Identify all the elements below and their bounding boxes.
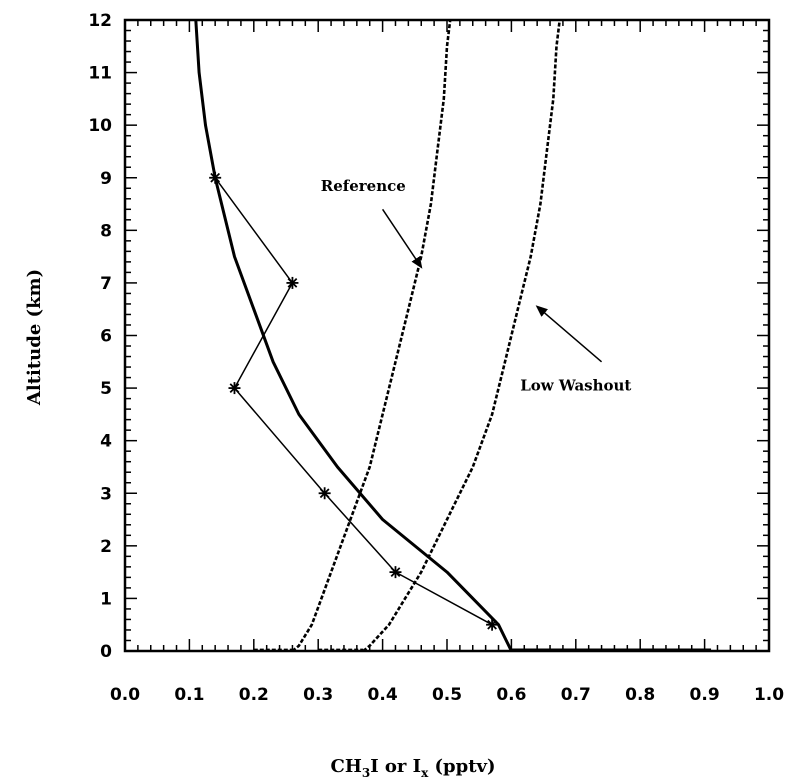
x-tick-label: 0.3 xyxy=(303,685,333,705)
annotation-arrow xyxy=(381,208,423,269)
asterisk-stroke xyxy=(287,278,298,288)
y-tick-label: 8 xyxy=(100,221,112,241)
y-tick-label: 9 xyxy=(100,169,112,189)
plot-frame xyxy=(123,18,771,653)
x-tick-label: 0.8 xyxy=(625,685,655,705)
series-line-0 xyxy=(194,19,513,652)
annotation-label: Low Washout xyxy=(520,377,631,395)
x-tick-label: 0.7 xyxy=(561,685,591,705)
asterisk-marker xyxy=(286,276,299,289)
y-tick-label: 2 xyxy=(100,537,112,557)
asterisk-stroke xyxy=(210,172,221,183)
asterisk-stroke xyxy=(487,619,497,630)
series-line-2 xyxy=(291,19,452,653)
asterisk-marker xyxy=(209,171,222,184)
asterisk-marker xyxy=(228,382,241,395)
annotation-label: Reference xyxy=(321,177,406,195)
asterisk-marker xyxy=(389,566,402,579)
y-tick-label: 0 xyxy=(100,642,112,662)
y-tick-label: 6 xyxy=(100,327,112,347)
x-tick-label: 0.5 xyxy=(432,685,462,705)
y-tick-label: 3 xyxy=(100,484,112,504)
x-tick-label: 1.0 xyxy=(754,685,784,705)
asterisk-stroke xyxy=(390,567,401,578)
x-tick-label: 0.9 xyxy=(690,685,720,705)
series-line-3 xyxy=(362,19,561,653)
asterisk-stroke xyxy=(319,488,330,499)
y-tick-label: 7 xyxy=(100,274,112,294)
x-tick-label: 0.2 xyxy=(239,685,269,705)
asterisk-marker xyxy=(318,487,331,500)
series-layer xyxy=(194,19,712,653)
y-axis-title: Altitude (km) xyxy=(24,269,45,406)
y-tick-label: 11 xyxy=(88,64,112,84)
asterisk-marker xyxy=(486,618,499,631)
y-tick-label: 12 xyxy=(88,11,112,31)
y-tick-label: 1 xyxy=(100,589,112,609)
ticks-layer xyxy=(124,19,770,652)
series-line-1 xyxy=(214,177,493,626)
x-tick-label: 0.4 xyxy=(368,685,398,705)
annotations-layer: Reference Low Washout xyxy=(321,177,632,395)
x-tick-label: 0.0 xyxy=(110,685,140,705)
y-tick-label: 4 xyxy=(100,432,112,452)
annotation-arrow xyxy=(535,305,603,363)
x-axis-title: CH3I or Ix (pptv) xyxy=(331,756,496,780)
y-tick-label: 5 xyxy=(100,379,112,399)
y-tick-label: 10 xyxy=(88,116,112,136)
x-tick-label: 0.1 xyxy=(174,685,204,705)
x-tick-label: 0.6 xyxy=(496,685,526,705)
labels-layer: 0.0 0.1 0.2 0.3 0.4 0.5 0.6 0.7 0.8 0.9 1.00123456… xyxy=(88,11,784,705)
asterisk-stroke xyxy=(229,383,240,393)
